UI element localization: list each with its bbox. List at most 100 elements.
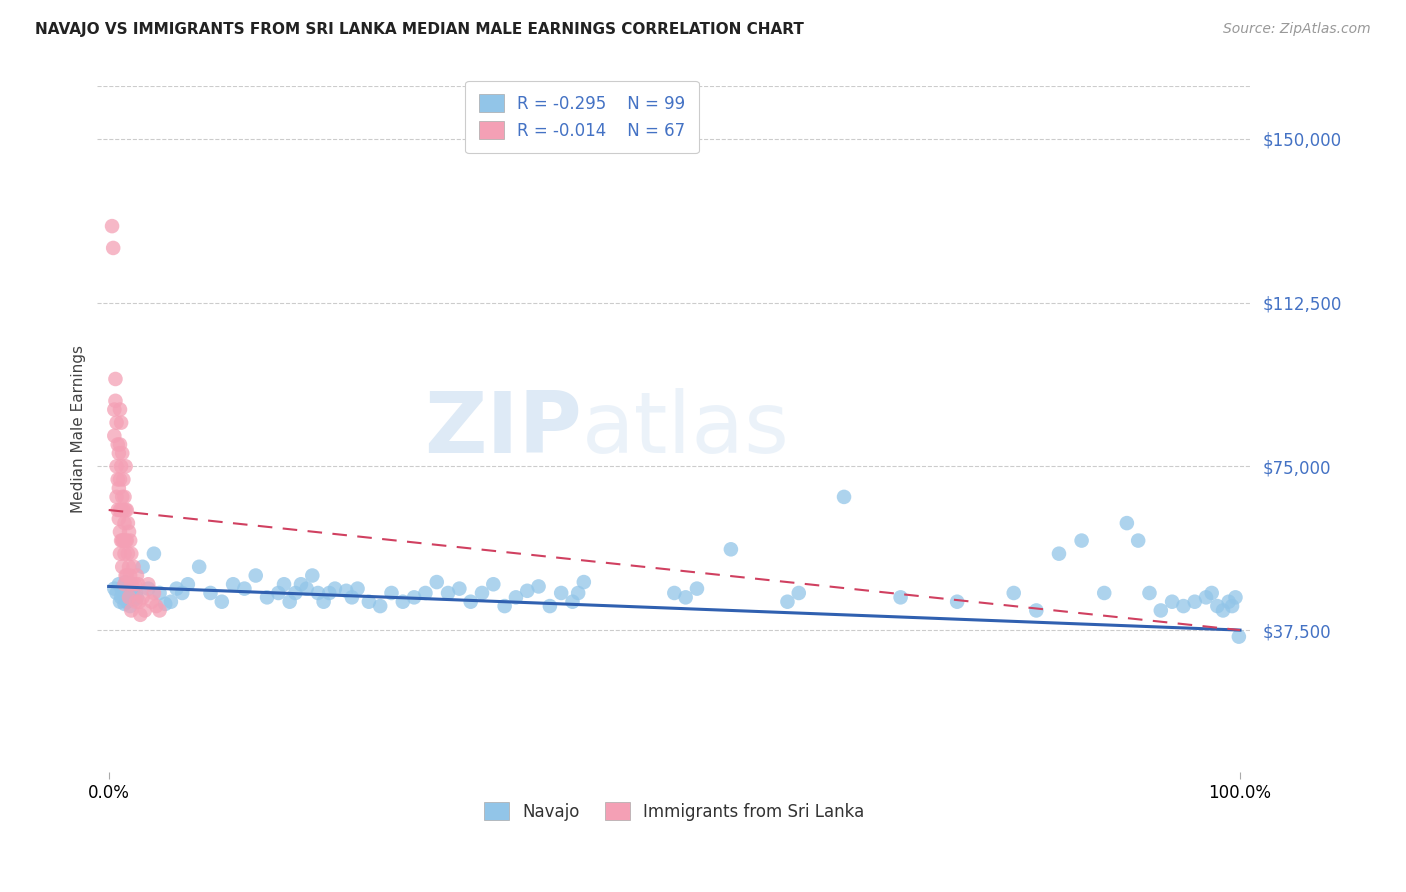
- Point: [148, 586, 170, 600]
- Point: [1212, 603, 1234, 617]
- Point: [120, 577, 142, 591]
- Point: [1025, 603, 1047, 617]
- Point: [110, 591, 132, 605]
- Point: [267, 586, 290, 600]
- Point: [177, 577, 200, 591]
- Point: [222, 577, 245, 591]
- Point: [527, 579, 550, 593]
- Point: [108, 512, 131, 526]
- Point: [1220, 599, 1243, 613]
- Point: [245, 568, 267, 582]
- Point: [108, 437, 131, 451]
- Point: [120, 568, 142, 582]
- Point: [117, 586, 139, 600]
- Point: [115, 533, 138, 548]
- Text: Source: ZipAtlas.com: Source: ZipAtlas.com: [1223, 22, 1371, 37]
- Point: [1115, 516, 1137, 530]
- Point: [675, 591, 697, 605]
- Point: [114, 577, 136, 591]
- Point: [572, 575, 595, 590]
- Point: [108, 481, 131, 495]
- Point: [107, 472, 129, 486]
- Point: [110, 459, 132, 474]
- Point: [335, 583, 357, 598]
- Point: [391, 595, 413, 609]
- Point: [104, 393, 127, 408]
- Point: [368, 599, 391, 613]
- Point: [211, 595, 233, 609]
- Text: atlas: atlas: [582, 388, 790, 471]
- Point: [117, 516, 139, 530]
- Point: [200, 586, 222, 600]
- Point: [1184, 595, 1206, 609]
- Point: [134, 603, 156, 617]
- Point: [776, 595, 799, 609]
- Point: [108, 446, 131, 460]
- Point: [278, 595, 301, 609]
- Point: [415, 586, 437, 600]
- Point: [166, 582, 188, 596]
- Point: [148, 603, 170, 617]
- Point: [105, 586, 128, 600]
- Point: [1206, 599, 1229, 613]
- Point: [114, 547, 136, 561]
- Point: [1161, 595, 1184, 609]
- Point: [114, 516, 136, 530]
- Point: [832, 490, 855, 504]
- Point: [188, 559, 211, 574]
- Point: [108, 595, 131, 609]
- Point: [273, 577, 295, 591]
- Point: [136, 582, 159, 596]
- Point: [550, 586, 572, 600]
- Point: [125, 586, 148, 600]
- Point: [125, 591, 148, 605]
- Point: [122, 559, 145, 574]
- Point: [108, 524, 131, 539]
- Point: [111, 533, 134, 548]
- Point: [946, 595, 969, 609]
- Y-axis label: Median Male Earnings: Median Male Earnings: [72, 345, 86, 513]
- Point: [111, 446, 134, 460]
- Point: [482, 577, 505, 591]
- Point: [121, 583, 143, 598]
- Point: [129, 607, 152, 622]
- Point: [105, 416, 128, 430]
- Point: [346, 582, 368, 596]
- Point: [108, 503, 131, 517]
- Point: [110, 533, 132, 548]
- Point: [110, 503, 132, 517]
- Point: [115, 503, 138, 517]
- Point: [1070, 533, 1092, 548]
- Point: [567, 586, 589, 600]
- Point: [787, 586, 810, 600]
- Point: [307, 586, 329, 600]
- Point: [118, 582, 141, 596]
- Point: [318, 586, 340, 600]
- Point: [136, 577, 159, 591]
- Point: [101, 219, 124, 233]
- Point: [112, 579, 135, 593]
- Point: [105, 459, 128, 474]
- Point: [404, 591, 426, 605]
- Point: [125, 568, 148, 582]
- Point: [107, 503, 129, 517]
- Text: NAVAJO VS IMMIGRANTS FROM SRI LANKA MEDIAN MALE EARNINGS CORRELATION CHART: NAVAJO VS IMMIGRANTS FROM SRI LANKA MEDI…: [35, 22, 804, 37]
- Point: [233, 582, 256, 596]
- Point: [1173, 599, 1195, 613]
- Point: [117, 547, 139, 561]
- Point: [112, 472, 135, 486]
- Point: [103, 429, 125, 443]
- Point: [131, 591, 153, 605]
- Point: [172, 586, 194, 600]
- Legend: Navajo, Immigrants from Sri Lanka: Navajo, Immigrants from Sri Lanka: [472, 790, 876, 832]
- Point: [357, 595, 380, 609]
- Point: [118, 591, 141, 605]
- Point: [108, 547, 131, 561]
- Point: [114, 533, 136, 548]
- Point: [118, 524, 141, 539]
- Point: [111, 583, 134, 598]
- Point: [312, 595, 335, 609]
- Point: [108, 402, 131, 417]
- Point: [103, 402, 125, 417]
- Point: [124, 592, 146, 607]
